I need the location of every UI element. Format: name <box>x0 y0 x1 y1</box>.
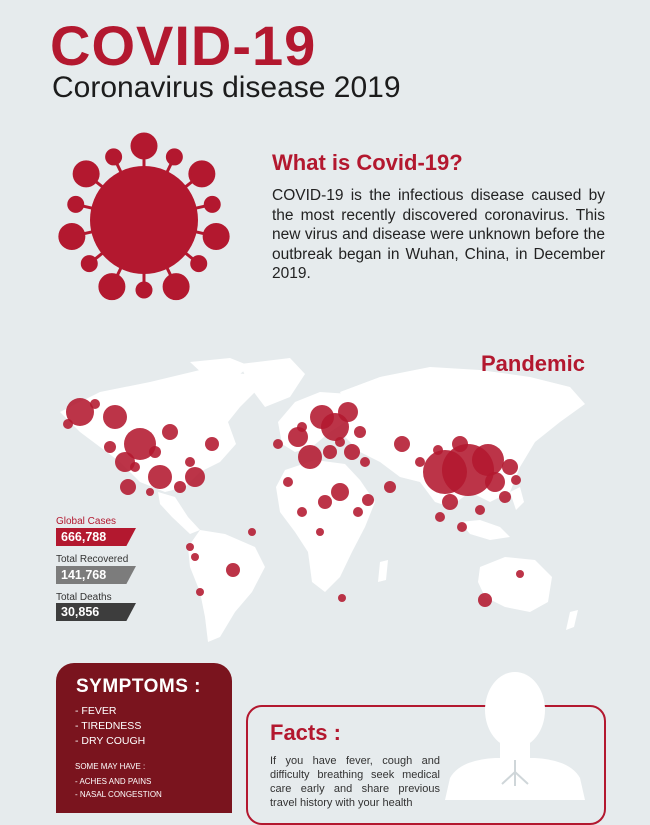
total-deaths-value: 30,856 <box>56 603 136 621</box>
pandemic-heading: Pandemic <box>481 351 585 376</box>
page-subtitle: Coronavirus disease 2019 <box>52 71 401 104</box>
global-cases-label: Global Cases <box>56 516 117 527</box>
world-map-icon <box>60 358 585 642</box>
symptom-item: - DRY COUGH <box>75 735 146 747</box>
some-may-have-heading: SOME MAY HAVE : <box>75 762 146 771</box>
symptom-item: - FEVER <box>75 705 117 717</box>
facts-body: If you have fever, cough and difficulty … <box>270 755 440 809</box>
total-recovered-value: 141,768 <box>56 566 136 584</box>
symptom-item: - ACHES AND PAINS <box>75 777 152 786</box>
symptoms-card <box>56 663 232 813</box>
symptoms-heading: SYMPTOMS : <box>76 676 201 697</box>
virus-icon <box>58 132 230 301</box>
total-deaths-label: Total Deaths <box>56 592 112 603</box>
intro-body: COVID-19 is the infectious disease cause… <box>272 187 605 282</box>
global-cases-value: 666,788 <box>56 528 136 546</box>
symptom-item: - TIREDNESS <box>75 720 142 732</box>
total-recovered-label: Total Recovered <box>56 554 129 565</box>
person-lungs-icon <box>445 672 585 800</box>
facts-heading: Facts : <box>270 720 341 745</box>
intro-heading: What is Covid-19? <box>272 150 463 175</box>
page-title: COVID-19 <box>50 14 317 77</box>
symptom-item: - NASAL CONGESTION <box>75 790 162 799</box>
